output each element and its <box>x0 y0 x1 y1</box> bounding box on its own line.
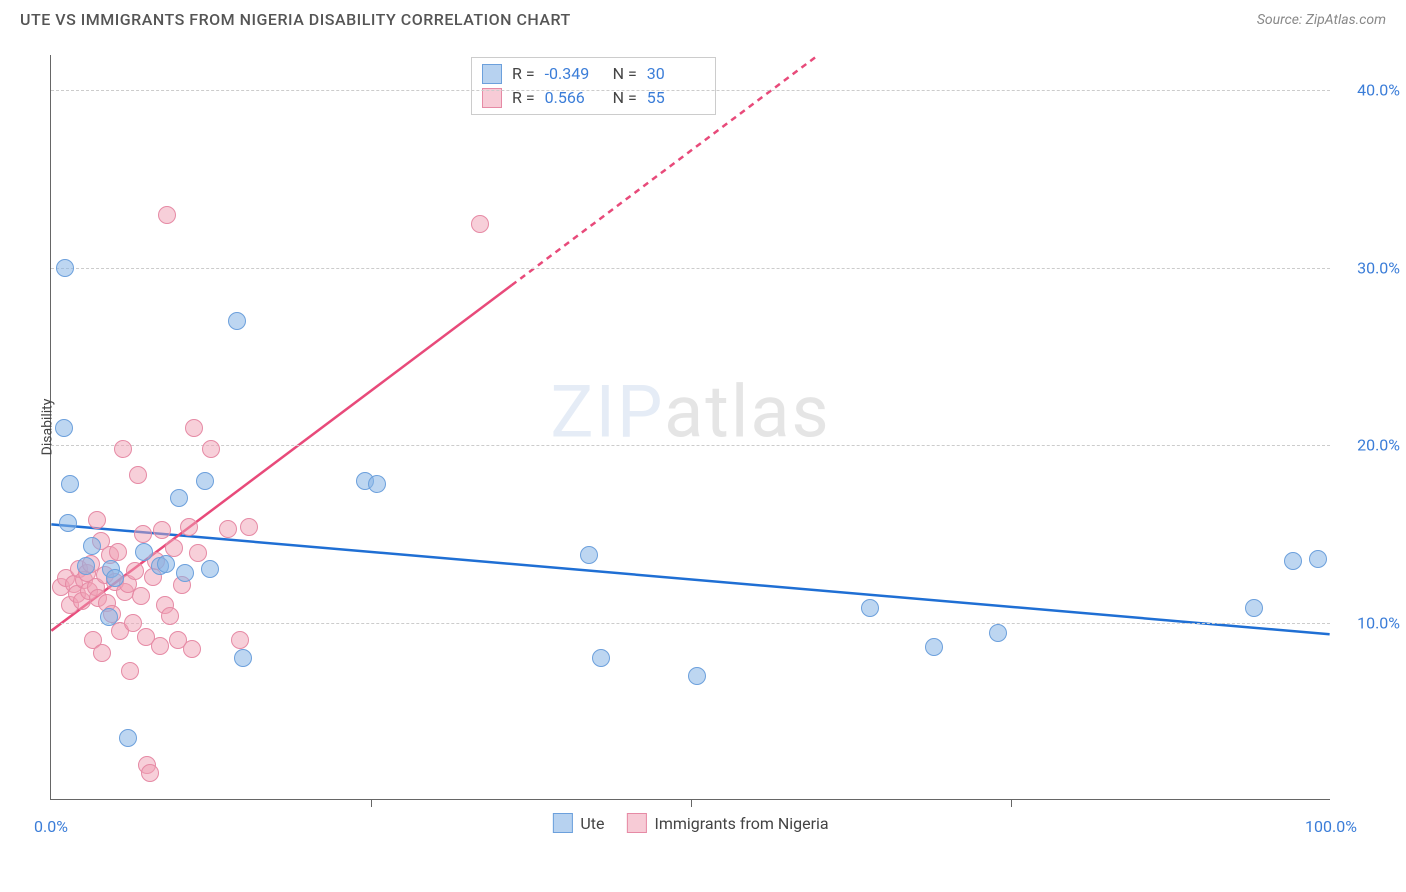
data-point-pink <box>151 637 169 655</box>
data-point-blue <box>368 475 386 493</box>
x-tick-label: 100.0% <box>1305 817 1357 836</box>
data-point-pink <box>126 562 144 580</box>
source-label: Source: ZipAtlas.com <box>1257 12 1386 28</box>
data-point-blue <box>925 638 943 656</box>
x-tick <box>1011 799 1012 807</box>
data-point-pink <box>134 525 152 543</box>
data-point-pink <box>161 607 179 625</box>
gridline-h <box>51 445 1330 446</box>
data-point-blue <box>196 472 214 490</box>
data-point-blue <box>861 599 879 617</box>
x-tick-label: 0.0% <box>34 817 68 836</box>
watermark: ZIPatlas <box>550 370 830 455</box>
r-label: R = <box>512 62 535 86</box>
gridline-h <box>51 90 1330 91</box>
data-point-blue <box>989 624 1007 642</box>
chart-title: UTE VS IMMIGRANTS FROM NIGERIA DISABILIT… <box>20 10 571 29</box>
y-tick-label: 30.0% <box>1357 258 1400 277</box>
y-tick-label: 20.0% <box>1357 436 1400 455</box>
swatch-blue <box>552 813 572 833</box>
data-point-pink <box>183 640 201 658</box>
data-point-blue <box>77 557 95 575</box>
y-tick-label: 40.0% <box>1357 81 1400 100</box>
legend-series: Ute Immigrants from Nigeria <box>552 813 828 833</box>
data-point-blue <box>170 489 188 507</box>
data-point-pink <box>109 543 127 561</box>
n-value-blue: 30 <box>647 62 705 86</box>
data-point-pink <box>202 440 220 458</box>
data-point-pink <box>158 206 176 224</box>
data-point-pink <box>153 521 171 539</box>
data-point-blue <box>228 312 246 330</box>
data-point-blue <box>176 564 194 582</box>
data-point-blue <box>157 555 175 573</box>
data-point-blue <box>56 259 74 277</box>
data-point-pink <box>141 764 159 782</box>
data-point-blue <box>688 667 706 685</box>
data-point-blue <box>106 569 124 587</box>
data-point-blue <box>59 514 77 532</box>
r-value-blue: -0.349 <box>545 62 603 86</box>
data-point-pink <box>189 544 207 562</box>
data-point-pink <box>231 631 249 649</box>
data-point-blue <box>55 419 73 437</box>
legend-correlation: R = -0.349 N = 30 R = 0.566 N = 55 <box>471 57 716 115</box>
data-point-pink <box>132 587 150 605</box>
data-point-blue <box>1245 599 1263 617</box>
gridline-h <box>51 623 1330 624</box>
watermark-atlas: atlas <box>664 370 831 455</box>
data-point-blue <box>83 537 101 555</box>
y-tick-label: 10.0% <box>1357 613 1400 632</box>
data-point-pink <box>88 511 106 529</box>
data-point-pink <box>180 518 198 536</box>
data-point-blue <box>135 543 153 561</box>
data-point-pink <box>114 440 132 458</box>
legend-row-blue: R = -0.349 N = 30 <box>482 62 705 86</box>
data-point-blue <box>580 546 598 564</box>
swatch-pink <box>626 813 646 833</box>
data-point-blue <box>234 649 252 667</box>
legend-label-pink: Immigrants from Nigeria <box>654 814 828 833</box>
data-point-blue <box>1284 552 1302 570</box>
data-point-pink <box>219 520 237 538</box>
legend-label-blue: Ute <box>580 814 604 833</box>
data-point-blue <box>119 729 137 747</box>
data-point-blue <box>1309 550 1327 568</box>
data-point-pink <box>121 662 139 680</box>
trendlines-svg <box>51 55 1330 799</box>
x-tick <box>371 799 372 807</box>
data-point-blue <box>201 560 219 578</box>
legend-item-blue: Ute <box>552 813 604 833</box>
data-point-pink <box>185 419 203 437</box>
data-point-pink <box>240 518 258 536</box>
chart-area: ZIPatlas Disability R = -0.349 N = 30 R … <box>50 55 1330 800</box>
watermark-zip: ZIP <box>550 370 664 455</box>
n-label: N = <box>613 62 637 86</box>
data-point-pink <box>93 644 111 662</box>
swatch-blue <box>482 64 502 84</box>
x-tick <box>691 799 692 807</box>
gridline-h <box>51 268 1330 269</box>
y-axis-title: Disability <box>39 399 55 456</box>
data-point-blue <box>100 608 118 626</box>
data-point-pink <box>471 215 489 233</box>
data-point-blue <box>592 649 610 667</box>
data-point-blue <box>61 475 79 493</box>
legend-item-pink: Immigrants from Nigeria <box>626 813 828 833</box>
data-point-pink <box>129 466 147 484</box>
